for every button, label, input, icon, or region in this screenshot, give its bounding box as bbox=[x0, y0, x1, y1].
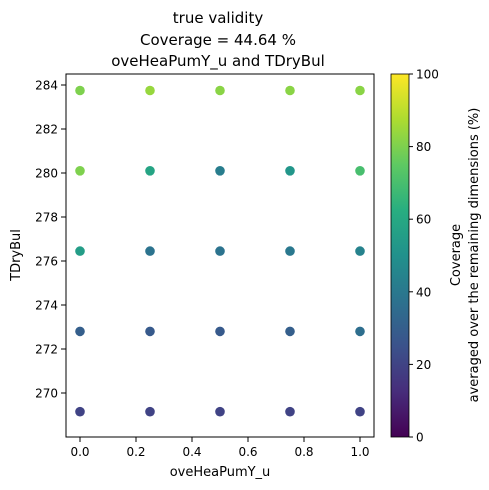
scatter-point bbox=[75, 85, 85, 96]
chart-title-line-3: oveHeaPumY_u and TDryBul bbox=[111, 52, 325, 71]
colorbar-tick-label: 80 bbox=[416, 140, 431, 154]
x-tick-label: 0.0 bbox=[70, 445, 89, 459]
y-tick-label: 280 bbox=[35, 167, 58, 181]
y-axis-label: TDryBul bbox=[9, 229, 24, 282]
y-tick-label: 278 bbox=[35, 211, 58, 225]
scatter-point bbox=[355, 326, 365, 337]
scatter-points bbox=[75, 85, 365, 417]
colorbar-tick-label: 20 bbox=[416, 358, 431, 372]
colorbar-tick-label: 60 bbox=[416, 213, 431, 227]
colorbar-label-line-2: averaged over the remaining dimensions (… bbox=[467, 108, 482, 403]
scatter-point bbox=[215, 406, 225, 417]
colorbar-label-line-1: Coverage bbox=[449, 224, 464, 286]
scatter-point bbox=[215, 166, 225, 176]
scatter-point bbox=[75, 166, 85, 176]
x-tick-label: 0.8 bbox=[294, 445, 313, 459]
x-tick-label: 0.2 bbox=[126, 445, 145, 459]
colorbar-tick-label: 100 bbox=[416, 68, 439, 82]
scatter-point bbox=[285, 326, 295, 337]
scatter-point bbox=[355, 246, 365, 256]
x-tick-label: 0.6 bbox=[238, 445, 257, 459]
x-tick-label: 1.0 bbox=[350, 445, 369, 459]
x-axis-ticks: 0.0 0.2 0.4 0.6 0.8 1.0 bbox=[70, 437, 370, 459]
scatter-point bbox=[75, 246, 85, 256]
scatter-point bbox=[285, 406, 295, 417]
scatter-point bbox=[145, 246, 155, 256]
y-tick-label: 270 bbox=[35, 387, 58, 401]
scatter-point bbox=[355, 406, 365, 417]
scatter-point bbox=[75, 406, 85, 417]
y-tick-label: 284 bbox=[35, 79, 58, 93]
chart-title-line-2: Coverage = 44.64 % bbox=[140, 31, 296, 49]
y-tick-label: 274 bbox=[35, 299, 58, 313]
y-axis-ticks: 270 272 274 276 278 280 282 284 bbox=[35, 79, 66, 401]
scatter-point bbox=[145, 166, 155, 176]
scatter-point bbox=[355, 85, 365, 96]
scatter-point bbox=[285, 166, 295, 176]
colorbar-tick-label: 0 bbox=[416, 431, 424, 445]
scatter-point bbox=[145, 326, 155, 337]
x-axis-label: oveHeaPumY_u bbox=[170, 465, 271, 480]
scatter-point bbox=[285, 85, 295, 96]
y-tick-label: 276 bbox=[35, 255, 58, 269]
colorbar-ticks: 0 20 40 60 80 100 bbox=[409, 68, 439, 445]
scatter-point bbox=[355, 166, 365, 176]
scatter-point bbox=[215, 85, 225, 96]
chart-title-line-1: true validity bbox=[173, 9, 264, 27]
y-tick-label: 272 bbox=[35, 343, 58, 357]
scatter-point bbox=[215, 246, 225, 256]
colorbar bbox=[390, 73, 410, 438]
scatter-point bbox=[215, 326, 225, 337]
x-tick-label: 0.4 bbox=[182, 445, 201, 459]
scatter-point bbox=[75, 326, 85, 337]
y-tick-label: 282 bbox=[35, 123, 58, 137]
scatter-point bbox=[145, 406, 155, 417]
scatter-point bbox=[285, 246, 295, 256]
colorbar-tick-label: 40 bbox=[416, 285, 431, 299]
scatter-point bbox=[145, 85, 155, 96]
